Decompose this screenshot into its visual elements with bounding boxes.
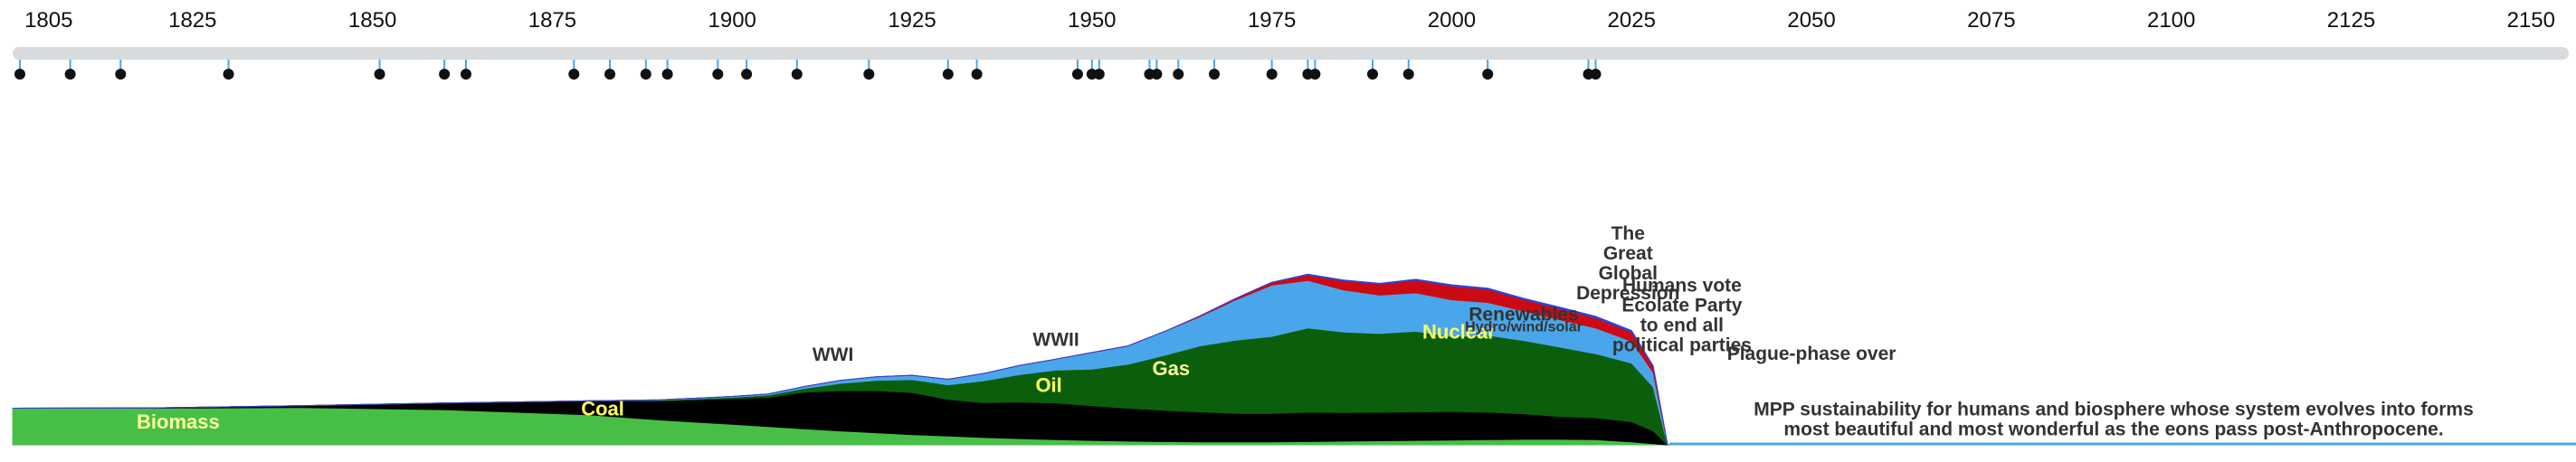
event-marker[interactable] xyxy=(439,69,451,80)
annotation-humans-vote: political parties xyxy=(1612,335,1752,356)
event-marker[interactable] xyxy=(942,69,954,80)
timeline-bar xyxy=(13,47,2569,60)
x-tick-label: 2150 xyxy=(2507,8,2555,33)
event-marker[interactable] xyxy=(661,69,673,80)
event-marker[interactable] xyxy=(1309,69,1321,80)
event-marker[interactable] xyxy=(460,69,471,80)
event-marker[interactable] xyxy=(374,69,385,80)
event-marker[interactable] xyxy=(640,69,651,80)
event-marker[interactable] xyxy=(712,69,724,80)
event-marker[interactable] xyxy=(1590,69,1602,80)
annotation-wwi: WWI xyxy=(813,344,853,365)
event-marker[interactable] xyxy=(115,69,127,80)
annotation-mpp-sustainability: most beautiful and most wonderful as the… xyxy=(1783,420,2443,440)
annotation-humans-vote: Ecolate Party xyxy=(1621,296,1742,316)
event-marker[interactable] xyxy=(741,69,753,80)
event-marker[interactable] xyxy=(568,69,580,80)
event-marker[interactable] xyxy=(1402,69,1414,80)
x-tick-label: 1825 xyxy=(168,8,216,33)
area-renewables xyxy=(12,273,2574,446)
area-label-biomass: Biomass xyxy=(137,410,220,433)
annotation-renewables-sublabel: Hydro/wind/solar xyxy=(1465,319,1583,335)
event-marker[interactable] xyxy=(1366,69,1378,80)
annotation-great-depression: Global xyxy=(1599,263,1658,284)
event-marker[interactable] xyxy=(1209,69,1221,80)
annotation-great-depression: Great xyxy=(1603,243,1653,264)
event-marker[interactable] xyxy=(971,69,983,80)
x-tick-label: 1805 xyxy=(24,8,72,33)
event-marker[interactable] xyxy=(863,69,875,80)
x-tick-label: 2125 xyxy=(2327,8,2375,33)
x-tick-label: 1900 xyxy=(708,8,756,33)
area-label-gas: Gas xyxy=(1153,357,1191,380)
event-marker[interactable] xyxy=(1173,69,1184,80)
x-tick-label: 2050 xyxy=(1787,8,1835,33)
x-tick-label: 2075 xyxy=(1967,8,2015,33)
event-marker[interactable] xyxy=(1093,69,1105,80)
x-tick-label: 2100 xyxy=(2147,8,2195,33)
event-marker[interactable] xyxy=(791,69,803,80)
event-marker[interactable] xyxy=(1071,69,1083,80)
x-tick-label: 2000 xyxy=(1428,8,1476,33)
event-marker[interactable] xyxy=(1266,69,1278,80)
x-tick-label: 1950 xyxy=(1068,8,1116,33)
x-tick-label: 2025 xyxy=(1608,8,1656,33)
x-tick-label: 1975 xyxy=(1248,8,1296,33)
event-marker[interactable] xyxy=(604,69,616,80)
event-marker[interactable] xyxy=(1482,69,1494,80)
annotation-wwii: WWII xyxy=(1032,330,1079,351)
area-label-oil: Oil xyxy=(1035,373,1061,396)
x-tick-label: 1850 xyxy=(348,8,396,33)
annotation-humans-vote: to end all xyxy=(1640,316,1724,336)
annotation-great-depression: The xyxy=(1611,223,1645,244)
annotation-plague-phase: Plague-phase over xyxy=(1727,344,1896,364)
area-label-nuclear: Nuclear xyxy=(1422,321,1496,344)
annotation-mpp-sustainability: MPP sustainability for humans and biosph… xyxy=(1754,400,2474,420)
x-tick-label: 1875 xyxy=(528,8,576,33)
x-axis-ticks: 1805 1825 1850 1875 1900 1925 1950 1975 2000 2025… xyxy=(24,8,2555,33)
event-marker[interactable] xyxy=(223,69,234,80)
x-tick-label: 1925 xyxy=(888,8,936,33)
event-marker[interactable] xyxy=(1151,69,1163,80)
stacked-areas xyxy=(12,273,2574,446)
annotation-great-depression: Depression xyxy=(1576,283,1679,304)
event-markers xyxy=(14,60,1602,80)
event-marker[interactable] xyxy=(14,69,25,80)
area-label-coal: Coal xyxy=(581,398,624,420)
area-labels: Biomass Coal Oil Gas Nuclear xyxy=(137,321,1496,433)
event-marker[interactable] xyxy=(64,69,76,80)
annotation-renewables-label: Renewables xyxy=(1469,304,1578,325)
annotation-humans-vote: Humans vote xyxy=(1622,276,1742,297)
